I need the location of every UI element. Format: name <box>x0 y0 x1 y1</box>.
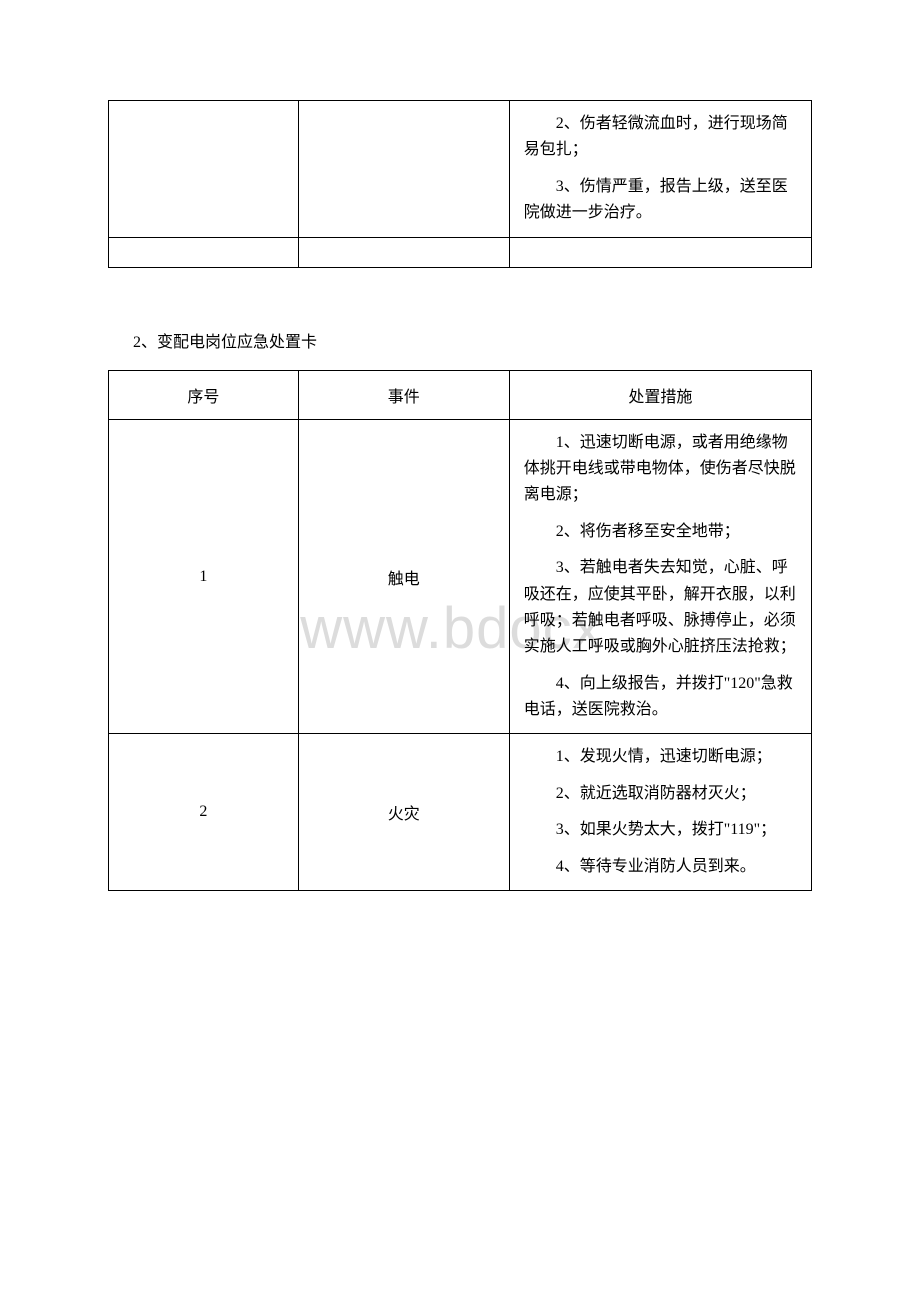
measure-text: 3、伤情严重，报告上级，送至医院做进一步治疗。 <box>524 174 797 227</box>
measure-text: 3、若触电者失去知觉，心脏、呼吸还在，应使其平卧，解开衣服，以利呼吸；若触电者呼… <box>524 555 797 661</box>
measure-text: 2、伤者轻微流血时，进行现场简易包扎； <box>524 111 797 164</box>
section-title: 2、变配电岗位应急处置卡 <box>133 328 812 352</box>
cell-seq: 2 <box>109 734 299 891</box>
measure-text: 3、如果火势太大，拨打"119"； <box>524 817 797 843</box>
cell-event <box>298 101 509 238</box>
measure-text: 1、发现火情，迅速切断电源； <box>524 744 797 770</box>
header-measures: 处置措施 <box>509 370 811 419</box>
cell-empty <box>298 237 509 267</box>
table-2: 序号 事件 处置措施 1 触电 1、迅速切断电源，或者用绝缘物体挑开电线或带电物… <box>108 370 812 891</box>
cell-empty <box>509 237 811 267</box>
table-row: 2 火灾 1、发现火情，迅速切断电源； 2、就近选取消防器材灭火； 3、如果火势… <box>109 734 812 891</box>
measure-text: 1、迅速切断电源，或者用绝缘物体挑开电线或带电物体，使伤者尽快脱离电源； <box>524 430 797 509</box>
cell-measures: 1、发现火情，迅速切断电源； 2、就近选取消防器材灭火； 3、如果火势太大，拨打… <box>509 734 811 891</box>
cell-seq: 1 <box>109 419 299 734</box>
table-row: 2、伤者轻微流血时，进行现场简易包扎； 3、伤情严重，报告上级，送至医院做进一步… <box>109 101 812 238</box>
measure-text: 4、等待专业消防人员到来。 <box>524 854 797 880</box>
cell-empty <box>109 237 299 267</box>
table-header-row: 序号 事件 处置措施 <box>109 370 812 419</box>
measure-text: 4、向上级报告，并拨打"120"急救电话，送医院救治。 <box>524 671 797 724</box>
measure-text: 2、就近选取消防器材灭火； <box>524 781 797 807</box>
cell-seq <box>109 101 299 238</box>
header-seq: 序号 <box>109 370 299 419</box>
table-row: 1 触电 1、迅速切断电源，或者用绝缘物体挑开电线或带电物体，使伤者尽快脱离电源… <box>109 419 812 734</box>
measure-text: 2、将伤者移至安全地带； <box>524 519 797 545</box>
table-row-empty <box>109 237 812 267</box>
cell-event: 触电 <box>298 419 509 734</box>
header-event: 事件 <box>298 370 509 419</box>
table-1: 2、伤者轻微流血时，进行现场简易包扎； 3、伤情严重，报告上级，送至医院做进一步… <box>108 100 812 268</box>
cell-event: 火灾 <box>298 734 509 891</box>
cell-measures: 1、迅速切断电源，或者用绝缘物体挑开电线或带电物体，使伤者尽快脱离电源； 2、将… <box>509 419 811 734</box>
cell-measures: 2、伤者轻微流血时，进行现场简易包扎； 3、伤情严重，报告上级，送至医院做进一步… <box>509 101 811 238</box>
